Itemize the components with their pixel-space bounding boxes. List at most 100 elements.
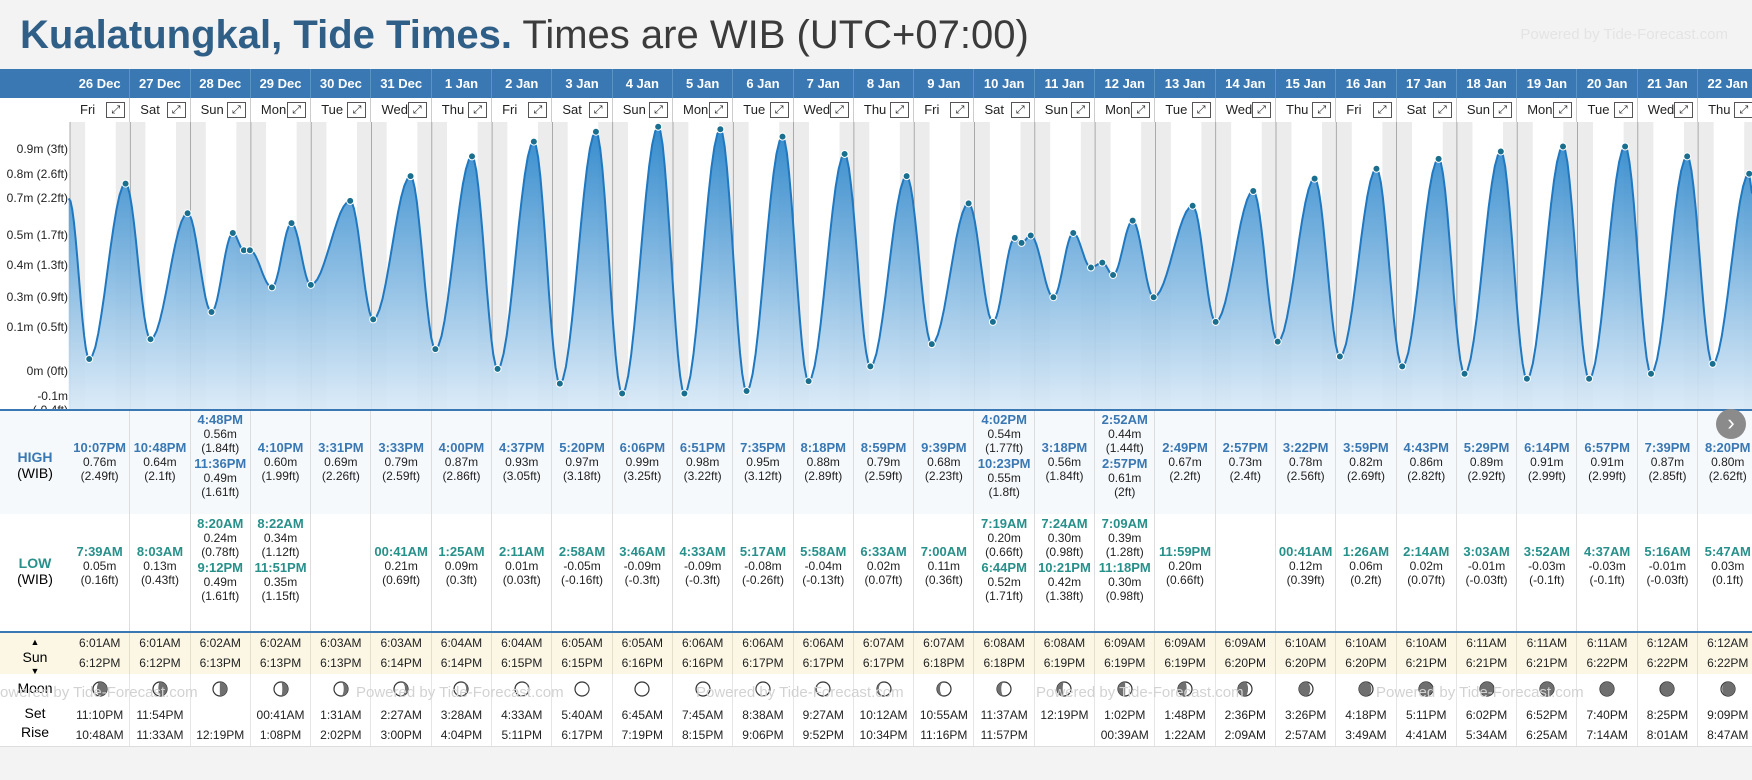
expand-icon[interactable]: ⤢ <box>1734 102 1752 118</box>
high-tide-point[interactable] <box>1496 147 1505 156</box>
high-tide-point[interactable] <box>1621 142 1630 151</box>
date-cell[interactable]: 8 Jan <box>854 69 915 98</box>
high-tide-point[interactable] <box>1098 258 1107 267</box>
date-cell[interactable]: 9 Jan <box>914 69 975 98</box>
low-tide-point[interactable] <box>1335 352 1344 361</box>
date-cell[interactable]: 16 Jan <box>1336 69 1397 98</box>
date-cell[interactable]: 7 Jan <box>794 69 854 98</box>
date-cell[interactable]: 1 Jan <box>432 69 493 98</box>
low-tide-point[interactable] <box>1049 293 1058 302</box>
high-tide-point[interactable] <box>591 127 600 136</box>
low-tide-point[interactable] <box>804 377 813 386</box>
date-cell[interactable]: 18 Jan <box>1457 69 1518 98</box>
low-tide-point[interactable] <box>927 340 936 349</box>
high-tide-point[interactable] <box>1026 231 1035 240</box>
low-tide-point[interactable] <box>1522 374 1531 383</box>
high-tide-point[interactable] <box>716 125 725 134</box>
high-tide-point[interactable] <box>1434 154 1443 163</box>
date-cell[interactable]: 30 Dec <box>311 69 372 98</box>
high-tide-point[interactable] <box>1069 228 1078 237</box>
expand-icon[interactable]: ⤢ <box>106 102 126 118</box>
expand-icon[interactable]: ⤢ <box>1071 102 1091 118</box>
expand-icon[interactable]: ⤢ <box>1131 102 1151 118</box>
date-cell[interactable]: 29 Dec <box>251 69 312 98</box>
low-tide-point[interactable] <box>555 379 564 388</box>
low-tide-point[interactable] <box>306 280 315 289</box>
low-tide-point[interactable] <box>680 389 689 398</box>
expand-icon[interactable]: ⤢ <box>829 102 849 118</box>
high-tide-point[interactable] <box>228 228 237 237</box>
date-cell[interactable]: 14 Jan <box>1216 69 1276 98</box>
expand-icon[interactable]: ⤢ <box>1553 102 1573 118</box>
low-tide-point[interactable] <box>742 387 751 396</box>
low-tide-point[interactable] <box>1708 359 1717 368</box>
high-tide-point[interactable] <box>964 199 973 208</box>
low-tide-point[interactable] <box>207 308 216 317</box>
expand-icon[interactable]: ⤢ <box>950 102 970 118</box>
expand-icon[interactable]: ⤢ <box>709 102 729 118</box>
high-tide-point[interactable] <box>245 246 254 255</box>
high-tide-point[interactable] <box>287 219 296 228</box>
expand-icon[interactable]: ⤢ <box>1372 102 1392 118</box>
date-cell[interactable]: 21 Jan <box>1638 69 1699 98</box>
expand-icon[interactable]: ⤢ <box>1010 102 1030 118</box>
expand-icon[interactable]: ⤢ <box>588 102 608 118</box>
high-tide-point[interactable] <box>346 196 355 205</box>
expand-icon[interactable]: ⤢ <box>1613 102 1633 118</box>
high-tide-point[interactable] <box>654 122 663 131</box>
high-tide-point[interactable] <box>183 209 192 218</box>
high-tide-point[interactable] <box>1188 201 1197 210</box>
expand-icon[interactable]: ⤢ <box>1191 102 1211 118</box>
low-tide-point[interactable] <box>866 362 875 371</box>
low-tide-point[interactable] <box>85 354 94 363</box>
low-tide-point[interactable] <box>1273 337 1282 346</box>
expand-icon[interactable]: ⤢ <box>226 102 246 118</box>
high-tide-point[interactable] <box>1010 233 1019 242</box>
expand-icon[interactable]: ⤢ <box>528 102 548 118</box>
low-tide-point[interactable] <box>146 335 155 344</box>
date-cell[interactable]: 31 Dec <box>372 69 432 98</box>
high-tide-point[interactable] <box>1683 152 1692 161</box>
low-tide-point[interactable] <box>493 364 502 373</box>
date-cell[interactable]: 20 Jan <box>1578 69 1638 98</box>
low-tide-point[interactable] <box>988 317 997 326</box>
date-cell[interactable]: 10 Jan <box>975 69 1035 98</box>
expand-icon[interactable]: ⤢ <box>648 102 668 118</box>
expand-icon[interactable]: ⤢ <box>287 102 307 118</box>
high-tide-point[interactable] <box>778 132 787 141</box>
high-tide-point[interactable] <box>840 149 849 158</box>
low-tide-point[interactable] <box>1585 374 1594 383</box>
date-cell[interactable]: 28 Dec <box>191 69 251 98</box>
date-cell[interactable]: 15 Jan <box>1276 69 1337 98</box>
low-tide-point[interactable] <box>1647 369 1656 378</box>
high-tide-point[interactable] <box>1249 186 1258 195</box>
expand-icon[interactable]: ⤢ <box>769 102 789 118</box>
high-tide-point[interactable] <box>902 172 911 181</box>
expand-icon[interactable]: ⤢ <box>890 102 910 118</box>
date-cell[interactable]: 5 Jan <box>673 69 734 98</box>
low-tide-point[interactable] <box>1398 362 1407 371</box>
expand-icon[interactable]: ⤢ <box>347 102 367 118</box>
date-cell[interactable]: 6 Jan <box>733 69 794 98</box>
date-cell[interactable]: 13 Jan <box>1155 69 1216 98</box>
expand-icon[interactable]: ⤢ <box>468 102 488 118</box>
date-cell[interactable]: 27 Dec <box>130 69 191 98</box>
expand-icon[interactable]: ⤢ <box>1432 102 1452 118</box>
low-tide-point[interactable] <box>618 389 627 398</box>
date-cell[interactable]: 22 Jan <box>1698 69 1752 98</box>
high-tide-point[interactable] <box>1372 164 1381 173</box>
expand-icon[interactable]: ⤢ <box>1251 102 1271 118</box>
expand-icon[interactable]: ⤢ <box>1674 102 1694 118</box>
high-tide-point[interactable] <box>1559 142 1568 151</box>
date-cell[interactable]: 12 Jan <box>1095 69 1156 98</box>
low-tide-point[interactable] <box>1149 293 1158 302</box>
expand-icon[interactable]: ⤢ <box>1493 102 1513 118</box>
date-cell[interactable]: 4 Jan <box>613 69 673 98</box>
high-tide-point[interactable] <box>1745 169 1752 178</box>
low-tide-point[interactable] <box>1086 263 1095 272</box>
date-cell[interactable]: 17 Jan <box>1397 69 1457 98</box>
next-page-button[interactable]: › <box>1716 409 1746 439</box>
expand-icon[interactable]: ⤢ <box>166 102 186 118</box>
high-tide-point[interactable] <box>1128 216 1137 225</box>
low-tide-point[interactable] <box>431 345 440 354</box>
